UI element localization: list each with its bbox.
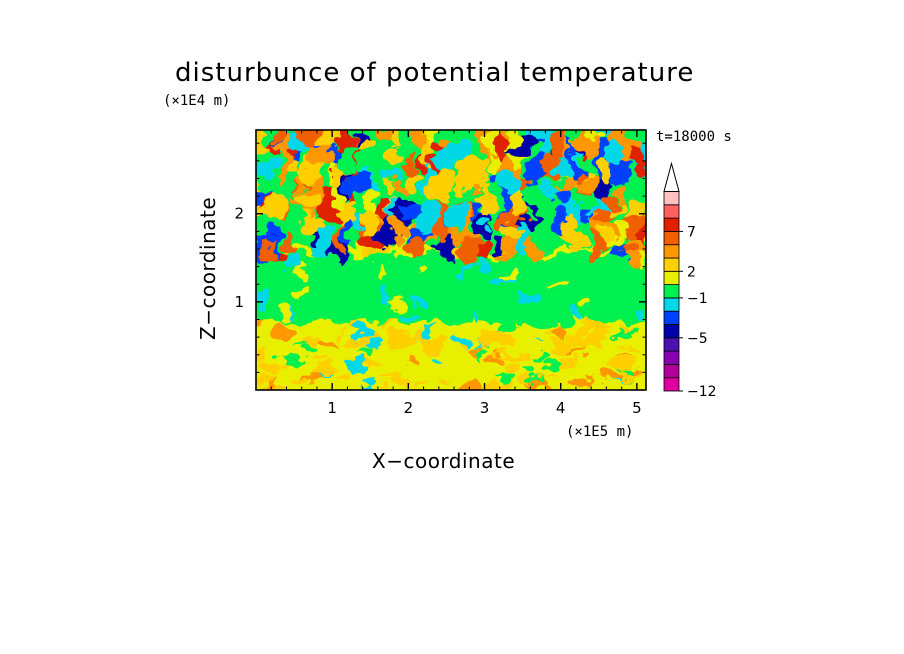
colorbar-swatch (663, 204, 680, 219)
colorbar-swatch (663, 297, 680, 312)
colorbar-swatch (663, 377, 680, 392)
colorbar-tick-label: −1 (687, 291, 708, 307)
y-scale-label: (×1E4 m) (163, 93, 231, 109)
y-tick-label: 2 (234, 205, 244, 223)
y-tick-label: 1 (234, 293, 244, 311)
colorbar-swatch (663, 270, 680, 285)
x-tick-label: 2 (404, 399, 414, 417)
colorbar-swatch (663, 324, 680, 339)
plot-frame (255, 129, 647, 391)
colorbar-tick-label: 2 (687, 264, 696, 280)
colorbar-swatch (663, 284, 680, 299)
time-label: t=18000 s (656, 129, 732, 145)
colorbar-swatch (663, 310, 680, 325)
colorbar-tick-label: −5 (687, 331, 708, 347)
colorbar-swatch (663, 230, 680, 246)
x-scale-label: (×1E5 m) (566, 424, 634, 440)
colorbar-tick-label: −12 (687, 384, 717, 400)
x-tick-label: 5 (632, 399, 642, 417)
colorbar: −12−5−127 (663, 161, 717, 400)
x-tick-label: 3 (480, 399, 490, 417)
colorbar-swatch (663, 244, 680, 259)
heatmap-field (256, 130, 646, 390)
axis-ticks: 1 2 3 4 5 1 2 (234, 130, 646, 417)
colorbar-swatch (663, 217, 680, 232)
colorbar-swatch (663, 191, 680, 206)
x-tick-label: 1 (327, 399, 337, 417)
x-axis-title: X−coordinate (372, 449, 516, 473)
colorbar-swatch (663, 363, 680, 379)
colorbar-tick-label: 7 (687, 224, 696, 240)
field-texture (256, 130, 646, 390)
chart-title: disturbunce of potential temperature (175, 58, 695, 88)
colorbar-swatch (663, 337, 680, 352)
x-tick-label: 4 (556, 399, 566, 417)
colorbar-extend-arrow (663, 161, 680, 192)
colorbar-swatch (663, 350, 680, 365)
colorbar-swatch (663, 257, 680, 272)
